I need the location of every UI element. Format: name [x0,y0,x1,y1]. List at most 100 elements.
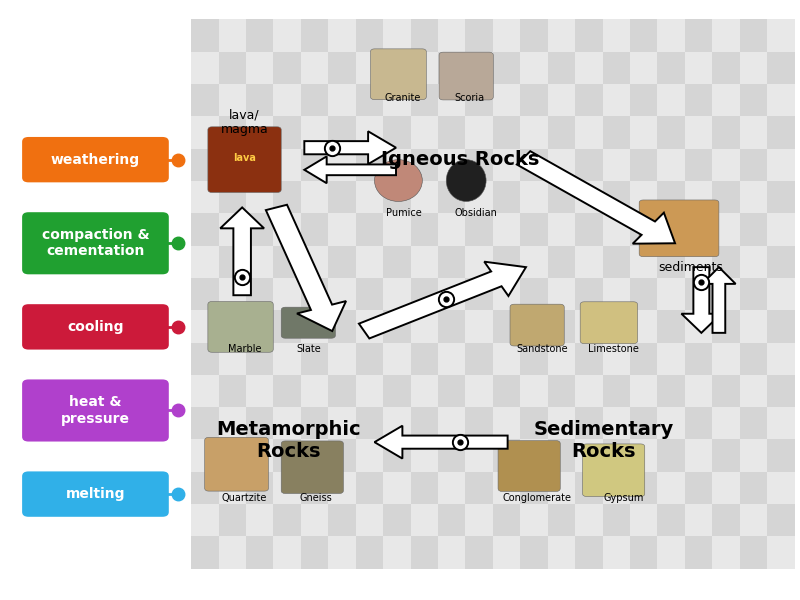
Bar [410,52,438,84]
Bar [274,536,301,569]
Text: lava: lava [233,154,256,163]
FancyBboxPatch shape [22,137,169,182]
Bar [630,116,658,149]
Bar [356,310,383,343]
Bar [575,149,602,181]
Bar [712,407,740,439]
Text: Quartzite: Quartzite [222,493,267,503]
Bar [520,213,548,245]
Bar [356,84,383,116]
Bar [493,536,520,569]
Bar [301,536,328,569]
Bar [602,504,630,536]
FancyBboxPatch shape [208,127,282,193]
Bar [767,213,794,245]
Bar [438,181,466,213]
Text: Gypsum: Gypsum [603,493,643,503]
Bar [410,504,438,536]
Bar [548,19,575,52]
Bar [410,343,438,375]
Bar [740,343,767,375]
Bar [328,19,356,52]
Bar [191,472,218,504]
Bar [740,52,767,84]
Bar [301,439,328,472]
Bar [685,84,712,116]
Bar [410,245,438,278]
Bar [438,343,466,375]
Bar [301,343,328,375]
Text: Conglomerate: Conglomerate [502,493,572,503]
Bar [218,343,246,375]
Bar [328,310,356,343]
Bar [246,310,274,343]
Bar [218,213,246,245]
Bar [356,375,383,407]
Bar [685,504,712,536]
Bar [246,84,274,116]
Bar [246,504,274,536]
Bar [493,343,520,375]
Bar [658,52,685,84]
FancyBboxPatch shape [510,304,564,346]
Bar [383,116,410,149]
Bar [658,213,685,245]
Bar [685,310,712,343]
Bar [712,149,740,181]
FancyArrow shape [304,131,396,164]
Bar [246,213,274,245]
Bar [575,407,602,439]
Bar [383,343,410,375]
Bar [438,472,466,504]
Bar [630,181,658,213]
Bar [438,536,466,569]
Bar [575,278,602,310]
FancyBboxPatch shape [282,307,335,338]
Bar [575,472,602,504]
Bar [740,278,767,310]
Bar [410,375,438,407]
Bar [328,343,356,375]
Bar [712,375,740,407]
Bar [383,310,410,343]
FancyArrow shape [266,205,346,331]
Bar [658,310,685,343]
Bar [520,19,548,52]
Bar [466,536,493,569]
Bar [383,278,410,310]
Bar [685,245,712,278]
Bar [301,149,328,181]
Bar [246,149,274,181]
Bar [685,472,712,504]
Bar [191,245,218,278]
Bar [493,504,520,536]
Bar [658,407,685,439]
Bar [493,375,520,407]
Bar [493,116,520,149]
Bar [767,472,794,504]
Bar [301,310,328,343]
Bar [548,310,575,343]
Bar [356,181,383,213]
Bar [630,19,658,52]
Bar [520,343,548,375]
Bar [712,278,740,310]
Bar [548,213,575,245]
Bar [740,536,767,569]
Bar [658,343,685,375]
Bar [493,181,520,213]
Bar [520,504,548,536]
Bar [274,407,301,439]
FancyBboxPatch shape [282,441,343,493]
Bar [438,278,466,310]
Text: cooling: cooling [67,320,124,334]
Bar [685,181,712,213]
Bar [658,375,685,407]
Bar [191,310,218,343]
Bar [246,472,274,504]
Bar [602,375,630,407]
Bar [191,181,218,213]
Bar [246,52,274,84]
Bar [383,84,410,116]
Bar [658,504,685,536]
